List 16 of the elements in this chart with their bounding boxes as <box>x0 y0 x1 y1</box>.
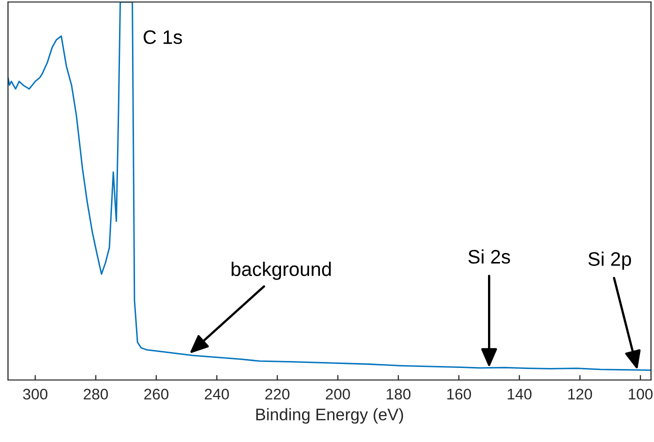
x-tick-label: 300 <box>23 388 48 400</box>
x-tick-label: 160 <box>447 388 472 400</box>
annotation: Si 2s <box>468 249 510 264</box>
x-tick-label: 120 <box>568 388 592 400</box>
x-tick-label: 100 <box>628 388 653 400</box>
x-tick-label: 260 <box>144 388 168 400</box>
x-tick-label: 240 <box>204 388 229 400</box>
annotation: C 1s <box>144 30 182 44</box>
x-tick-label: 200 <box>326 388 350 400</box>
x-tick-label: 280 <box>84 388 108 400</box>
annotation: Si 2p <box>588 252 632 270</box>
x-tick-label: 140 <box>508 388 532 400</box>
x-axis-title: Binding Energy (eV) <box>256 408 404 424</box>
x-tick-label: 220 <box>265 388 290 400</box>
x-tick-label: 180 <box>386 388 410 400</box>
annotation: background <box>232 262 331 280</box>
